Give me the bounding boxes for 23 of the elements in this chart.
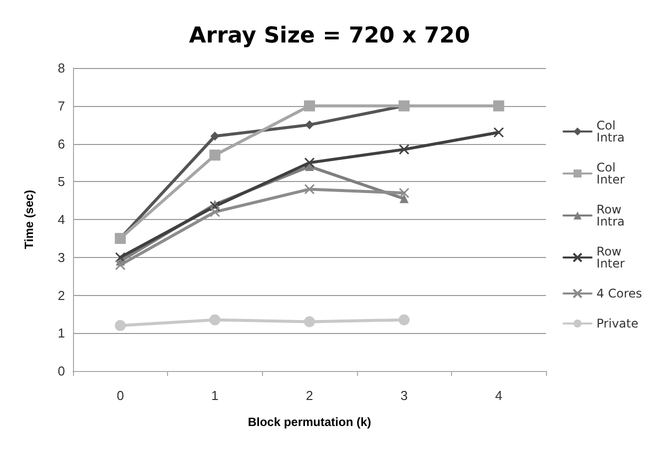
legend-label: Row Inter	[596, 244, 626, 270]
x-tick-label: 3	[400, 388, 408, 403]
x-axis-title: Block permutation (k)	[248, 415, 372, 429]
legend-label: 4 Cores	[596, 286, 642, 300]
y-tick-label: 1	[58, 326, 65, 341]
y-tick-label: 8	[58, 60, 65, 76]
legend-label: Private	[596, 316, 638, 330]
legend-label: Col Inter	[596, 160, 625, 186]
y-tick-label: 6	[58, 136, 65, 152]
legend-label: Row Intra	[596, 202, 626, 228]
x-tick-label: 0	[116, 388, 124, 403]
y-tick-label: 0	[58, 364, 65, 378]
legend-label: Col Intra	[596, 118, 625, 144]
y-tick-label: 4	[58, 212, 65, 227]
chart-title: Array Size = 720 x 720	[188, 24, 470, 48]
y-tick-label: 5	[58, 174, 65, 190]
x-tick-label: 2	[306, 388, 314, 403]
y-tick-label: 2	[58, 288, 65, 303]
x-tick-label: 1	[211, 388, 219, 403]
x-tick-label: 4	[495, 388, 502, 403]
y-tick-label: 3	[58, 250, 65, 265]
y-axis-title: Time (sec)	[22, 190, 36, 250]
y-tick-label: 7	[58, 98, 65, 114]
